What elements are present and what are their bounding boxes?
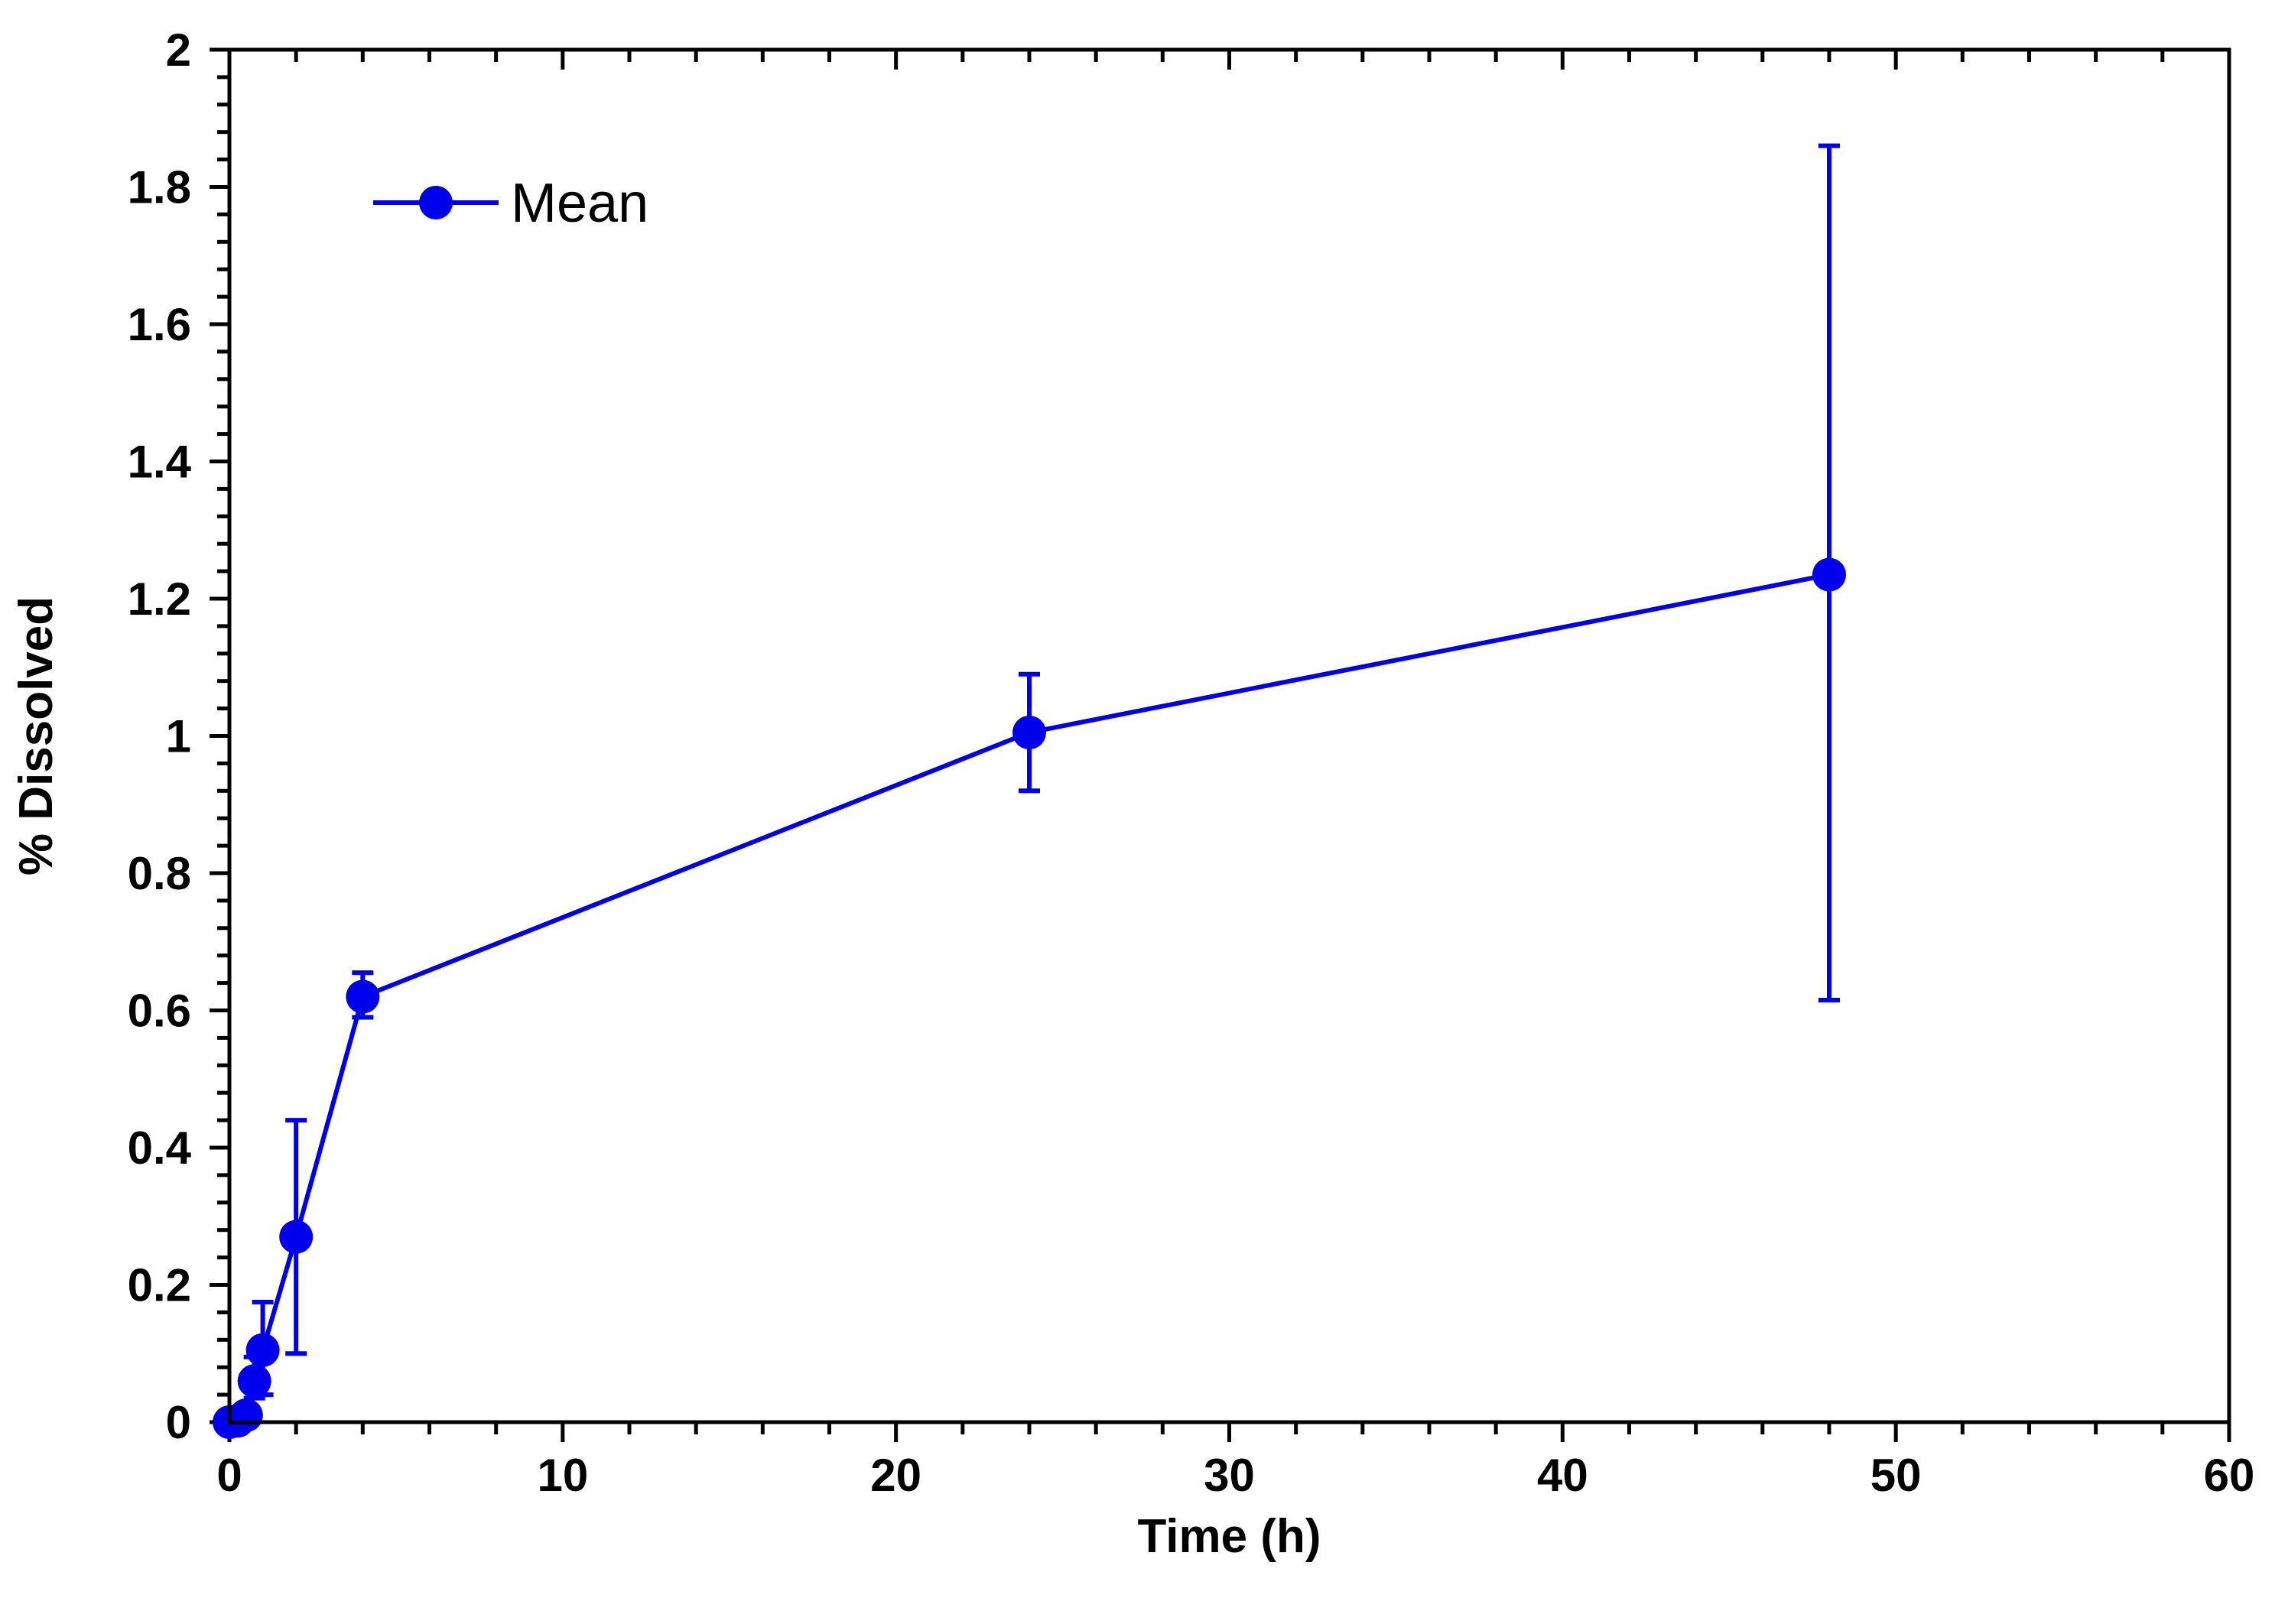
y-tick-label: 0	[166, 1397, 191, 1448]
data-point	[279, 1220, 314, 1254]
y-tick-label: 2	[166, 24, 191, 76]
y-tick-label: 1.2	[128, 573, 191, 625]
data-points-layer	[213, 557, 1846, 1439]
data-point	[1012, 716, 1046, 750]
x-tick-label: 0	[216, 1450, 242, 1501]
error-bars-layer	[235, 143, 1840, 1424]
y-tick-label: 0.2	[128, 1260, 191, 1311]
ticks-layer	[210, 47, 2231, 1442]
x-tick-label: 40	[1537, 1450, 1588, 1501]
data-point	[245, 1333, 280, 1367]
y-tick-label: 0.8	[128, 848, 191, 899]
data-point	[229, 1398, 263, 1433]
y-axis-title: % Dissolved	[10, 596, 63, 875]
x-tick-label: 20	[870, 1450, 921, 1501]
plot-area-frame	[227, 47, 2231, 1424]
legend-label: Mean	[511, 173, 648, 234]
y-tick-label: 0.6	[128, 986, 191, 1037]
x-tick-label: 50	[1870, 1450, 1922, 1501]
x-tick-label: 30	[1204, 1450, 1255, 1501]
legend-marker-icon	[419, 186, 453, 219]
x-tick-label: 60	[2204, 1450, 2255, 1501]
legend: Mean	[373, 173, 648, 234]
y-tick-label: 1	[166, 711, 191, 762]
data-point	[346, 979, 380, 1014]
x-axis-title: Time (h)	[1138, 1510, 1321, 1563]
y-tick-label: 1.8	[128, 162, 191, 213]
tick-labels-layer: 0 10 20 30 40 50 60 0 0.2 0.4 0.6 0.8 1 1.2 1.4 1.6 1.8 2	[128, 24, 2255, 1501]
y-tick-label: 1.6	[128, 299, 191, 350]
data-point	[1812, 557, 1846, 592]
y-tick-label: 0.4	[128, 1122, 192, 1174]
data-point	[237, 1364, 271, 1398]
x-tick-label: 10	[537, 1450, 588, 1501]
y-tick-label: 1.4	[128, 437, 192, 488]
